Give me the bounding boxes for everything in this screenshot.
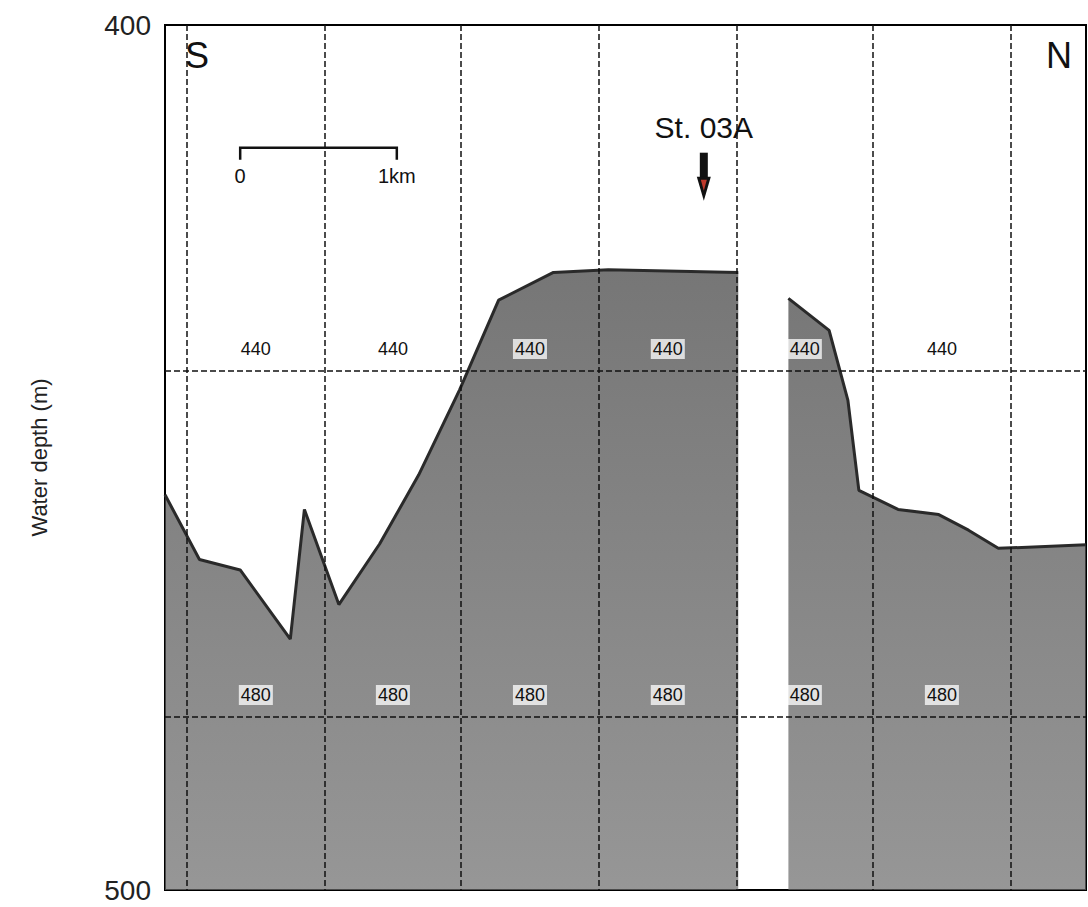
svg-text:480: 480 bbox=[515, 685, 545, 705]
svg-text:480: 480 bbox=[653, 685, 683, 705]
svg-text:400: 400 bbox=[104, 10, 151, 41]
svg-text:Water depth (m): Water depth (m) bbox=[27, 378, 52, 536]
svg-text:St. 03A: St. 03A bbox=[655, 111, 753, 144]
svg-text:440: 440 bbox=[653, 339, 683, 359]
svg-text:480: 480 bbox=[927, 685, 957, 705]
svg-text:1km: 1km bbox=[378, 165, 416, 187]
svg-text:500: 500 bbox=[104, 875, 151, 906]
svg-text:440: 440 bbox=[515, 339, 545, 359]
svg-text:440: 440 bbox=[790, 339, 820, 359]
svg-text:480: 480 bbox=[378, 685, 408, 705]
svg-text:440: 440 bbox=[241, 339, 271, 359]
svg-text:440: 440 bbox=[378, 339, 408, 359]
svg-text:480: 480 bbox=[241, 685, 271, 705]
svg-text:0: 0 bbox=[235, 165, 246, 187]
svg-text:440: 440 bbox=[927, 339, 957, 359]
svg-text:480: 480 bbox=[790, 685, 820, 705]
svg-text:S: S bbox=[185, 35, 209, 76]
svg-text:N: N bbox=[1046, 35, 1072, 76]
